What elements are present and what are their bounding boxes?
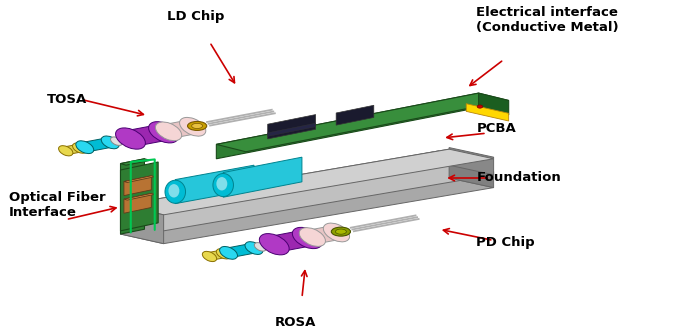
Ellipse shape [477,105,483,108]
Text: PCBA: PCBA [477,122,517,135]
Polygon shape [479,93,509,115]
Ellipse shape [73,143,87,153]
Ellipse shape [156,122,182,141]
Polygon shape [121,165,449,234]
Polygon shape [258,242,272,250]
Ellipse shape [220,246,237,259]
Ellipse shape [110,137,123,145]
Polygon shape [121,159,145,234]
Ellipse shape [259,234,289,255]
Ellipse shape [165,180,185,203]
Text: ROSA: ROSA [274,316,316,329]
Text: Optical Fiber
Interface: Optical Fiber Interface [9,191,106,219]
Ellipse shape [323,223,350,242]
Ellipse shape [102,136,119,149]
Ellipse shape [216,249,230,259]
Ellipse shape [191,124,202,128]
Polygon shape [121,178,494,244]
Polygon shape [449,147,494,175]
Polygon shape [121,165,494,231]
Polygon shape [121,162,158,231]
Polygon shape [81,138,114,152]
Polygon shape [268,123,316,136]
Ellipse shape [299,228,325,246]
Polygon shape [216,93,479,159]
Text: LD Chip: LD Chip [167,10,224,23]
Ellipse shape [180,118,206,136]
Polygon shape [206,250,226,260]
Ellipse shape [115,128,145,149]
Ellipse shape [216,177,227,191]
Ellipse shape [213,174,233,197]
Ellipse shape [255,243,266,251]
Polygon shape [225,244,258,257]
Polygon shape [216,93,509,152]
Polygon shape [268,230,314,252]
Polygon shape [121,149,494,215]
Polygon shape [121,159,150,165]
Polygon shape [145,151,439,216]
Polygon shape [466,104,509,121]
Text: PD Chip: PD Chip [477,235,535,249]
Polygon shape [62,144,83,154]
Ellipse shape [264,241,276,249]
Polygon shape [121,149,449,221]
Ellipse shape [187,122,206,130]
Ellipse shape [120,135,132,144]
Text: Foundation: Foundation [477,172,561,185]
Polygon shape [124,176,155,183]
Polygon shape [307,226,342,244]
Ellipse shape [169,184,179,198]
Ellipse shape [76,141,94,154]
Polygon shape [124,193,152,213]
Polygon shape [124,176,152,196]
Ellipse shape [58,146,73,156]
Ellipse shape [245,242,263,254]
Polygon shape [223,157,302,197]
Polygon shape [268,115,316,139]
Polygon shape [449,162,494,188]
Polygon shape [163,120,198,138]
Polygon shape [114,136,128,144]
Polygon shape [124,193,155,200]
Polygon shape [124,125,170,146]
Ellipse shape [331,227,351,236]
Ellipse shape [149,122,178,143]
Text: TOSA: TOSA [47,93,88,106]
Text: Electrical interface
(Conductive Metal): Electrical interface (Conductive Metal) [477,6,619,34]
Polygon shape [175,165,254,204]
Ellipse shape [202,251,217,262]
Polygon shape [121,205,164,244]
Polygon shape [336,105,374,125]
Ellipse shape [335,229,346,234]
Ellipse shape [292,227,322,249]
